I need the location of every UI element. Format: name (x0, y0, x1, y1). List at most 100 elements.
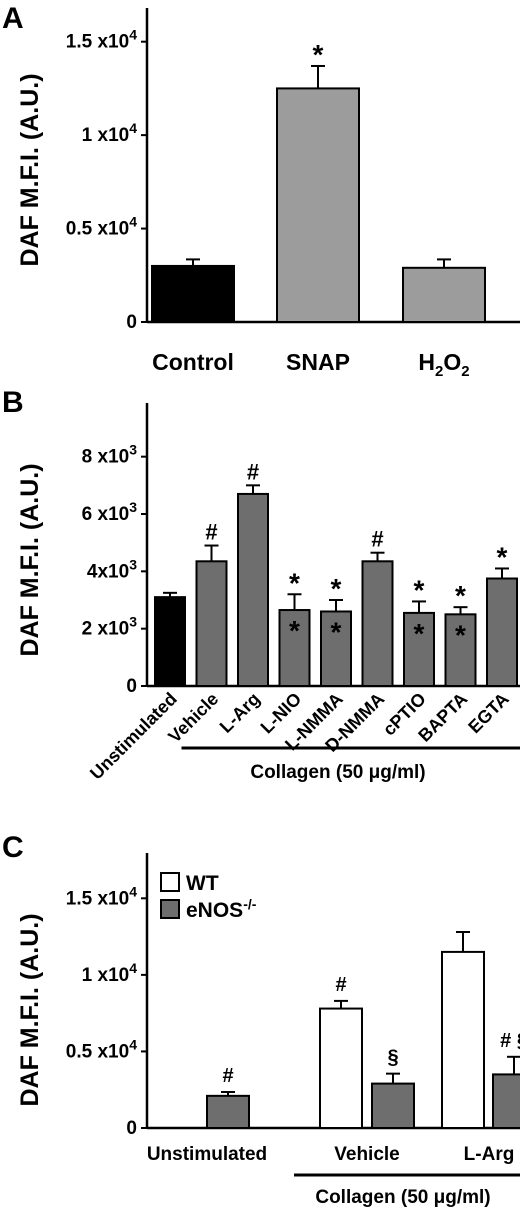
panel-b-significance-marker: * (289, 615, 300, 646)
panel-c-legend-label: WT (186, 872, 219, 895)
panel-b-y-tick-label: 2 x103 (82, 614, 138, 640)
panel-c-group-label: Collagen (50 μg/ml) (315, 1187, 490, 1208)
panel-a-y-tick-label-exponent: 4 (129, 120, 137, 136)
panel-b-significance-marker: * (414, 574, 425, 605)
panel-b-x-tick-label: EGTA (464, 689, 513, 738)
panel-a-x-tick-label: SNAP (286, 349, 350, 375)
panel-c-y-tick-label-text: 0 (126, 1118, 137, 1139)
panel-c-legend-label-text: WT (186, 872, 219, 895)
panel-c-legend-label-superscript: -/- (243, 896, 257, 912)
panel-b-y-tick-label-exponent: 3 (129, 556, 137, 572)
panel-b-significance-marker: * (289, 567, 300, 598)
panel-b-y-tick-label: 8 x103 (82, 442, 138, 468)
panel-b-y-tick-label-exponent: 3 (129, 442, 137, 458)
panel-b-bar (320, 610, 352, 688)
panel-a-y-tick-label: 0 (126, 312, 137, 333)
panel-a-x-tick-label-text: H (418, 349, 435, 375)
panel-c-bar (441, 950, 485, 1129)
panel-c-bar (206, 1094, 250, 1129)
panel-b-bar (237, 492, 269, 687)
panel-b-significance-marker: # (205, 520, 217, 545)
panel-c-x-tick-label: Vehicle (334, 1144, 400, 1165)
panel-c-bar (319, 1007, 363, 1129)
panel-b-significance-marker: * (331, 616, 342, 647)
panel-b-y-tick-label-exponent: 3 (129, 499, 137, 515)
panel-b-significance-marker: * (414, 618, 425, 649)
panel-a-y-tick-label-exponent: 4 (129, 214, 137, 230)
panel-a-y-tick-label: 1 x104 (82, 120, 138, 146)
panel-c: C DAF M.F.I. (A.U.) Collagen (50 μg/ml) … (2, 831, 520, 1208)
panel-c-significance-marker: § (387, 1047, 398, 1069)
panel-a-x-tick-label-text: O (443, 349, 461, 375)
panel-c-y-tick-label: 1 x104 (82, 960, 138, 986)
panel-b-y-tick-label: 0 (126, 676, 137, 697)
panel-a-y-tick-label-text: 0.5 x10 (66, 219, 129, 240)
panel-b-bar (154, 596, 186, 688)
panel-c-y-tick-label: 0 (126, 1118, 137, 1139)
panel-b-y-tick-label-text: 2 x10 (82, 619, 130, 640)
panel-b-y-tick-label-text: 8 x10 (82, 447, 130, 468)
panel-b-bar (361, 560, 394, 687)
panel-c-y-tick-label: 0.5 x104 (66, 1036, 137, 1062)
panel-c-y-tick-label-exponent: 4 (129, 960, 137, 976)
panel-b-significance-marker: * (455, 580, 466, 611)
panel-a-significance-marker: * (313, 39, 324, 70)
panel-c-y-tick-label-exponent: 4 (129, 1036, 137, 1052)
panel-b-x-tick-label: L-Arg (216, 689, 264, 737)
panel-b-significance-marker: * (497, 541, 508, 572)
panel-b-y-tick-label: 6 x103 (82, 499, 138, 525)
panel-c-legend-swatch (160, 899, 180, 919)
panel-a-y-tick-label-text: 1 x10 (82, 125, 130, 146)
panel-b-significance-marker: # (371, 527, 383, 552)
panel-b-y-tick-label-text: 0 (126, 676, 137, 697)
panel-a-x-tick-label: H2O2 (418, 349, 469, 380)
panel-a-letter: A (2, 2, 24, 35)
panel-a-y-axis-label: DAF M.F.I. (A.U.) (16, 73, 44, 266)
panel-a-y-tick-label-text: 0 (126, 312, 137, 333)
panel-a-y-tick-label-exponent: 4 (129, 27, 137, 43)
panel-c-significance-marker: # (335, 974, 346, 996)
panel-c-significance-marker: # § (500, 1030, 520, 1052)
panel-c-legend-swatch (160, 872, 180, 892)
panel-b-letter: B (2, 386, 24, 419)
panel-c-x-tick-label: L-Arg (464, 1144, 515, 1165)
panel-b-y-tick-label-text: 6 x10 (82, 504, 130, 525)
panel-a-x-tick-label: Control (152, 349, 234, 375)
panel-b-bar (195, 560, 228, 687)
panel-c-y-tick-label-text: 1 x10 (82, 965, 130, 986)
panel-a-y-tick-label: 0.5 x104 (66, 214, 137, 240)
panel-a-x-tick-label-text: SNAP (286, 349, 350, 375)
panel-c-x-tick-label: Unstimulated (147, 1144, 267, 1165)
panel-c-y-tick-label: 1.5 x104 (66, 883, 137, 909)
panel-c-legend-label-text: eNOS (186, 899, 243, 922)
panel-b: B DAF M.F.I. (A.U.) Collagen (50 μg/ml) … (2, 386, 520, 783)
panel-c-significance-marker: # (222, 1065, 233, 1087)
panel-a-x-tick-label-subscript: 2 (435, 363, 443, 380)
panel-c-legend-label: eNOS-/- (186, 896, 257, 922)
panel-b-significance-marker: # (247, 459, 259, 484)
panel-c-y-tick-label-text: 1.5 x10 (66, 888, 129, 909)
panel-a-y-tick-label-text: 1.5 x10 (66, 32, 129, 53)
panel-b-y-tick-label: 4x103 (87, 556, 137, 582)
panel-b-significance-marker: * (455, 619, 466, 650)
panel-c-y-axis-label: DAF M.F.I. (A.U.) (16, 913, 44, 1106)
panel-b-y-axis-label: DAF M.F.I. (A.U.) (16, 463, 44, 656)
panel-b-y-tick-label-text: 4x10 (87, 561, 129, 582)
panel-b-group-label: Collagen (50 μg/ml) (250, 762, 425, 783)
panel-b-significance-marker: * (331, 573, 342, 604)
panel-b-y-tick-label-exponent: 3 (129, 614, 137, 630)
panel-c-letter: C (2, 831, 24, 864)
panel-a-bar (151, 264, 235, 323)
panel-c-y-tick-label-text: 0.5 x10 (66, 1041, 129, 1062)
panel-a-bar (402, 266, 486, 323)
panel-a-y-tick-label: 1.5 x104 (66, 27, 137, 53)
panel-a-x-tick-label-text: Control (152, 349, 234, 375)
panel-c-y-tick-label-exponent: 4 (129, 883, 137, 899)
panel-c-bar (371, 1082, 415, 1129)
panel-c-bar (492, 1073, 520, 1129)
panel-a-bar (276, 87, 360, 323)
panel-a-x-tick-label-subscript: 2 (461, 363, 469, 380)
